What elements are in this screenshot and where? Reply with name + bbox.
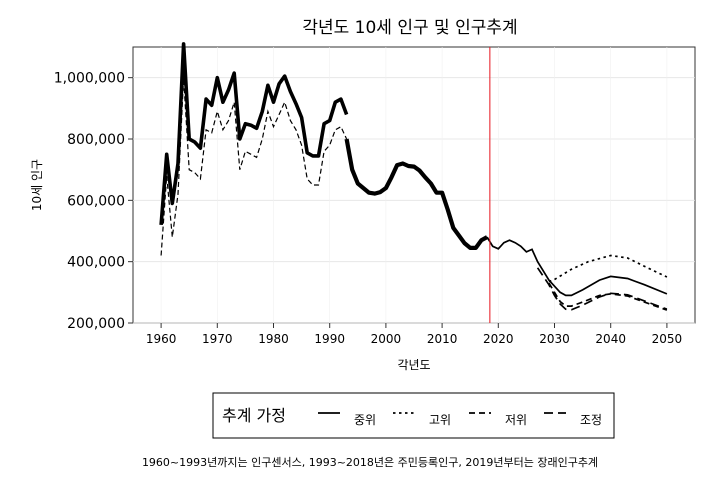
x-tick-label: 2050	[652, 332, 683, 346]
y-tick-label: 200,000	[67, 316, 125, 332]
y-tick-label: 600,000	[67, 193, 125, 209]
legend-box	[212, 392, 615, 439]
legend-label: 조정	[580, 413, 602, 427]
legend: 추계 가정 중위 고위 저위 조정	[212, 392, 615, 439]
y-axis: 200,000 400,000 600,000 800,000 1,000,000	[54, 71, 133, 332]
y-axis-title: 10세 인구	[30, 159, 44, 211]
historical-lines	[159, 42, 489, 256]
x-axis: 1960 1970 1980 1990 2000 2010 2020 2030 2040 2050	[146, 323, 682, 346]
x-tick-label: 2030	[539, 332, 570, 346]
caption: 1960~1993년까지는 인구센서스, 1993~2018년은 주민등록인구,…	[142, 456, 598, 469]
series-line-solid	[486, 236, 668, 297]
legend-label: 고위	[429, 413, 451, 427]
historical-lower-line	[160, 77, 348, 256]
x-tick-label: 2040	[595, 332, 626, 346]
legend-label: 저위	[505, 413, 527, 427]
legend-title: 추계 가정	[222, 406, 286, 425]
historical-upper-line	[159, 42, 349, 226]
x-tick-label: 1960	[146, 332, 177, 346]
projection-series	[486, 236, 668, 311]
historical-main-line	[344, 138, 489, 250]
x-tick-label: 2010	[427, 332, 458, 346]
x-tick-label: 2020	[483, 332, 514, 346]
x-tick-label: 1970	[202, 332, 233, 346]
x-tick-label: 1990	[314, 332, 345, 346]
y-tick-label: 800,000	[67, 132, 125, 148]
y-tick-label: 400,000	[67, 255, 125, 271]
x-axis-title: 각년도	[397, 358, 430, 372]
x-tick-label: 2000	[371, 332, 402, 346]
series-line-longdash	[536, 267, 668, 311]
chart-title: 각년도 10세 인구 및 인구추계	[302, 18, 517, 38]
y-tick-label: 1,000,000	[54, 71, 125, 87]
x-tick-label: 1980	[258, 332, 289, 346]
series-line-dotted	[548, 254, 668, 283]
legend-label: 중위	[354, 413, 376, 427]
